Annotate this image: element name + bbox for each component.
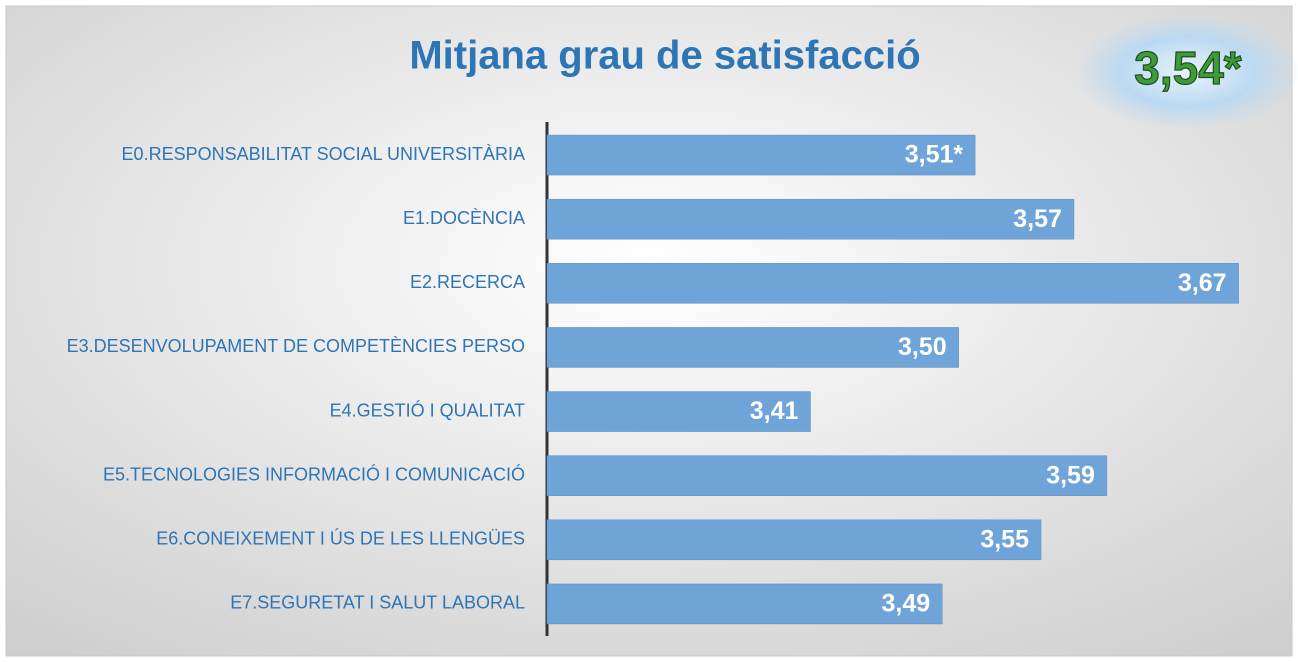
value-label: 3,57: [1013, 205, 1062, 233]
bar: [546, 263, 1239, 304]
bar: [546, 455, 1108, 496]
bar: [546, 583, 943, 625]
value-label: 3,50: [898, 333, 947, 361]
value-label: 3,59: [1046, 461, 1095, 489]
value-label: 3,55: [980, 525, 1029, 553]
bar: [546, 327, 959, 368]
overall-value: 3,54*: [1134, 42, 1242, 94]
chart-title: Mitjana grau de satisfacció: [409, 34, 920, 78]
bar: [546, 391, 811, 432]
bar: [546, 519, 1042, 561]
category-label: E2.RECERCA: [410, 272, 525, 292]
category-label: E5.TECNOLOGIES INFORMACIÓ I COMUNICACIÓ: [103, 463, 525, 484]
value-label: 3,49: [882, 590, 931, 618]
value-label: 3,51*: [905, 141, 964, 169]
category-label: E6.CONEIXEMENT I ÚS DE LES LLENGÜES: [156, 528, 525, 549]
category-label: E1.DOCÈNCIA: [403, 208, 525, 228]
bar: [546, 134, 976, 176]
value-label: 3,67: [1178, 269, 1227, 297]
category-label: E0.RESPONSABILITAT SOCIAL UNIVERSITÀRIA: [122, 144, 525, 164]
badge: [1076, 14, 1298, 130]
category-label: E7.SEGURETAT I SALUT LABORAL: [230, 593, 525, 613]
value-label: 3,41: [750, 397, 799, 425]
category-label: E4.GESTIÓ I QUALITAT: [330, 399, 525, 420]
category-label: E3.DESENVOLUPAMENT DE COMPETÈNCIES PERSO: [67, 336, 525, 356]
bar: [546, 198, 1075, 240]
